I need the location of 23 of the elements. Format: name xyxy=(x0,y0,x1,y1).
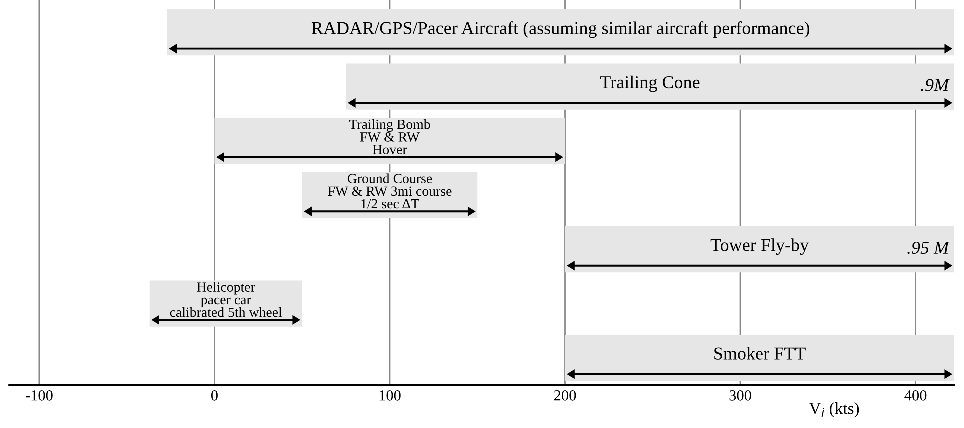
bar xyxy=(150,280,302,327)
x-tick-label: 300 xyxy=(730,390,752,401)
y-tick-label: Trailing Cone xyxy=(600,76,700,92)
bar xyxy=(565,226,954,273)
y-tick-label: RADAR/GPS/Pacer Aircraft (assuming similar aircraft performance) xyxy=(312,22,810,38)
y-tick-label: Helicopter pacer car calibrated 5th wheel xyxy=(170,282,282,318)
y-tick-label: Ground Course FW & RW 3mi course 1/2 sec ΔT xyxy=(328,174,452,209)
x-tick-label: 100 xyxy=(380,390,401,401)
bar xyxy=(565,335,954,382)
x-tick-label: 400 xyxy=(904,390,927,401)
annotation: .95 M xyxy=(908,242,950,254)
bar xyxy=(346,64,954,110)
bar xyxy=(214,118,566,164)
y-tick-label: Trailing Bomb FW & RW Hover xyxy=(349,119,430,154)
x-tick-label: -100 xyxy=(26,390,53,401)
x-tick-label: 200 xyxy=(554,390,576,401)
bar xyxy=(302,172,478,218)
y-tick-label: Tower Fly-by xyxy=(710,238,809,256)
x-axis-title: V$_{i}$ (kts) xyxy=(809,402,860,418)
annotation: .9M xyxy=(921,79,950,92)
bar xyxy=(167,9,954,56)
x-tick-label: 0 xyxy=(211,390,218,401)
y-tick-label: Smoker FTT xyxy=(714,347,806,360)
